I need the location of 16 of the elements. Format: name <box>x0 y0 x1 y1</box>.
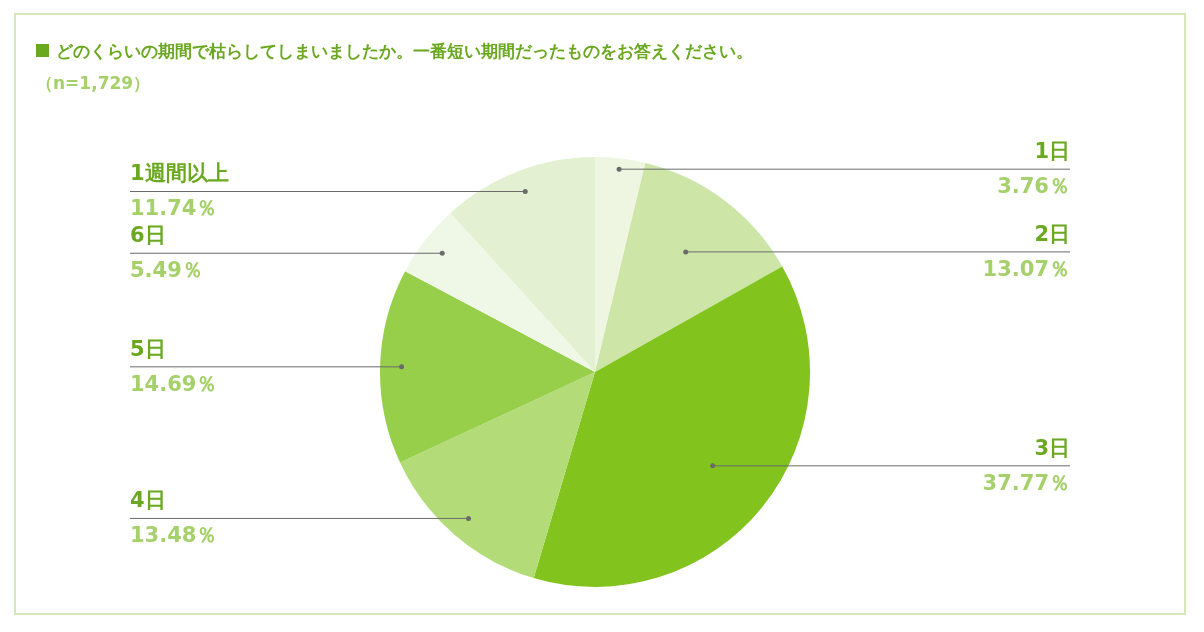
data-label: 3.76％ <box>997 174 1070 199</box>
slice-label: 5日 <box>130 336 166 361</box>
data-label: 14.69％ <box>130 371 218 396</box>
slice-label: 6日 <box>130 223 166 248</box>
slice-label: 1週間以上 <box>130 161 229 186</box>
chart-title: どのくらいの期間で枯らしてしまいましたか。一番短い期間だったものをお答えください。 <box>56 40 753 63</box>
data-label: 13.48％ <box>130 523 218 548</box>
slice-label: 2日 <box>1034 221 1070 246</box>
data-label: 11.74％ <box>130 196 218 221</box>
slice-label: 3日 <box>1034 435 1070 460</box>
slice-label: 4日 <box>130 488 166 513</box>
slice-label: 1日 <box>1034 139 1070 164</box>
data-label: 13.07％ <box>982 256 1070 281</box>
data-label: 5.49％ <box>130 258 203 283</box>
chart-subtitle: （n=1,729） <box>36 72 151 95</box>
data-label: 37.77％ <box>982 470 1070 495</box>
